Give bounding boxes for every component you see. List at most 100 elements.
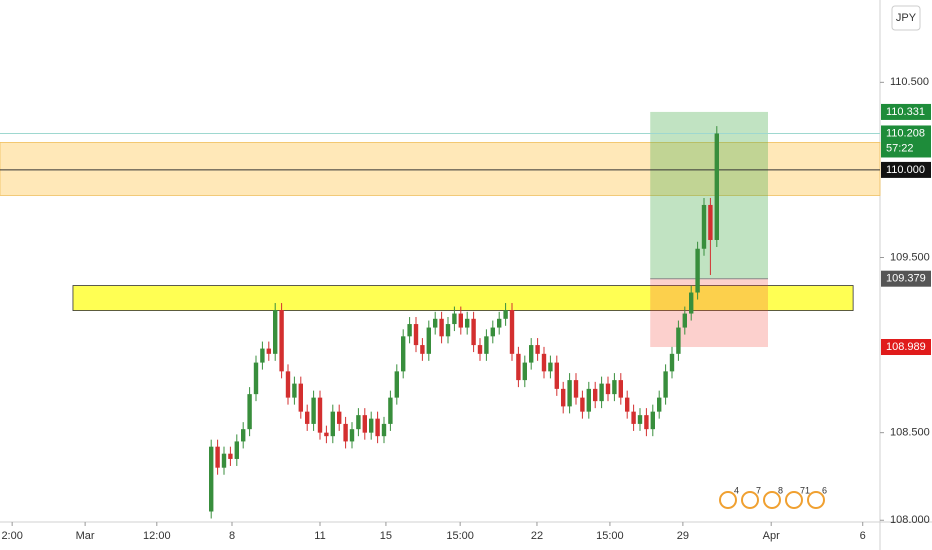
body [292,383,297,398]
price-label: 109.379 [886,273,926,285]
body [580,397,585,412]
body [305,411,310,424]
body [324,432,329,437]
zone [0,142,881,196]
currency-text: JPY [896,12,917,24]
body [637,415,643,424]
body [266,348,271,354]
event-icon[interactable] [741,491,759,509]
price-label-box [881,161,931,178]
body [445,324,451,337]
body [682,313,687,328]
body [458,313,463,328]
body [669,353,675,372]
body [548,362,553,372]
body [209,446,214,512]
body [388,397,393,424]
event-icon[interactable] [807,491,825,509]
body [484,336,489,354]
price-label-box [881,103,931,120]
x-tick-label: 2:00 [1,530,22,542]
price-label-box [881,339,931,356]
x-tick-label: 29 [677,530,689,542]
body [228,453,233,459]
body [413,324,419,346]
body [234,441,239,459]
body [516,353,521,381]
event-count: 4 [734,485,739,495]
body [420,345,425,354]
currency-badge[interactable] [891,5,921,31]
body [599,383,604,402]
body [285,371,291,398]
body [241,429,246,442]
body [381,423,387,437]
zone [72,285,854,311]
event-icon[interactable] [763,491,781,509]
body [452,313,457,325]
x-tick-label: 12:00 [143,530,171,542]
body [650,411,655,430]
x-tick-label: 22 [531,530,543,542]
body [644,415,649,430]
body [541,353,547,372]
body [605,383,611,395]
price-label-box [881,125,931,158]
price-label-box [881,270,931,287]
body [657,397,662,412]
event-count: 8 [778,485,783,495]
body [529,345,534,363]
body [522,362,527,381]
body [401,336,406,372]
body [471,318,476,346]
body [279,310,284,372]
y-tick-label: 108.000 [890,514,930,526]
body [490,327,495,337]
body [260,348,265,363]
body [426,327,431,354]
body [330,411,335,437]
body [215,446,220,468]
event-icon[interactable] [785,491,803,509]
body [477,345,483,354]
body [433,318,438,328]
body [337,411,342,424]
countdown: 57:22 [886,142,914,154]
body [676,327,681,354]
body [701,204,707,249]
body [375,418,380,437]
body [253,362,259,395]
body [439,318,444,337]
body [311,397,316,424]
body [625,397,630,412]
body [567,380,572,407]
y-tick-label: 110.500 [890,76,929,88]
body [708,204,713,240]
body [663,371,668,398]
body [503,310,508,319]
body [273,310,278,354]
body [317,397,323,433]
body [369,418,374,433]
body [343,423,348,442]
event-icon[interactable] [719,491,737,509]
body [695,248,700,293]
event-count: 71 [800,485,810,495]
x-tick-label: Apr [763,530,780,542]
y-tick-label: 109.500 [890,251,930,263]
body [535,345,540,354]
price-label: 110.208 [886,127,925,139]
x-tick-label: 15:00 [596,530,624,542]
event-count: 6 [822,485,827,495]
body [618,380,623,398]
body [554,362,559,389]
x-tick-label: 15 [380,530,392,542]
body [221,453,227,468]
body [612,380,617,395]
body [362,415,367,433]
profit-zone [650,111,768,279]
body [356,415,361,430]
x-tick-label: 15:00 [446,530,474,542]
event-count: 7 [756,485,761,495]
